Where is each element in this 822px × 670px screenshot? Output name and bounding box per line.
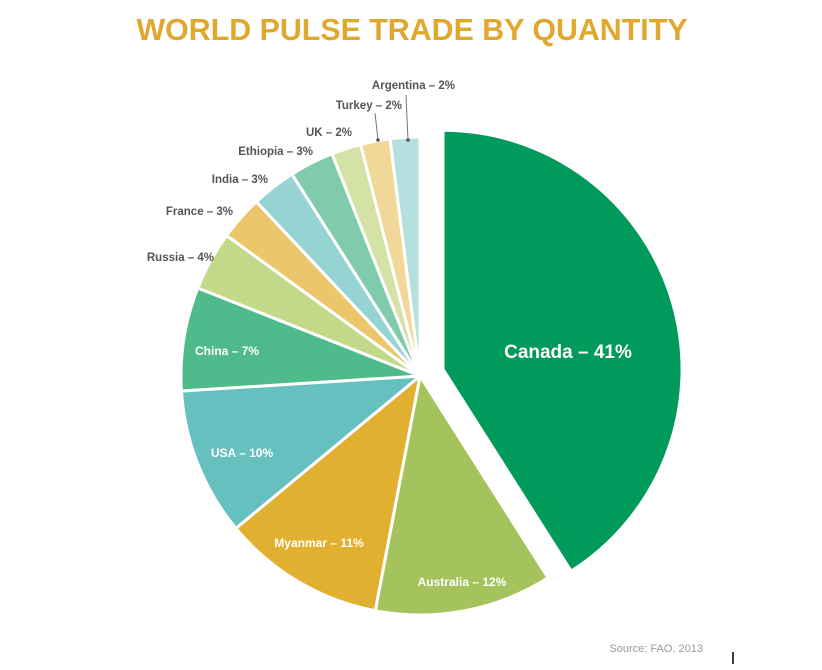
slice-label: Canada – 41%	[504, 342, 632, 363]
pie-slice	[179, 374, 422, 530]
pie-slice	[234, 374, 422, 613]
slice-callout-label: UK – 2%	[306, 127, 352, 139]
slice-callout-label: France – 3%	[166, 206, 233, 218]
slice-label: Myanmar – 11%	[274, 536, 364, 550]
slice-callout-label: India – 3%	[212, 174, 268, 186]
pie-slice	[441, 128, 684, 573]
pie-slice	[373, 374, 550, 617]
slice-label: Australia – 12%	[418, 575, 507, 589]
pie-slice	[179, 286, 422, 393]
leader-line	[374, 112, 379, 141]
slice-callout-label: Russia – 4%	[147, 252, 214, 264]
chart-title: WORLD PULSE TRADE BY QUANTITY	[137, 12, 688, 47]
leader-line	[405, 94, 409, 141]
slice-callout-label: Argentina – 2%	[372, 80, 455, 92]
pie-slice	[388, 135, 422, 378]
slice-label: China – 7%	[195, 344, 259, 358]
slice-callout-label: Ethiopia – 3%	[238, 146, 313, 158]
leader-dot	[406, 138, 410, 142]
slice-label: USA – 10%	[211, 446, 274, 460]
leader-dot	[376, 138, 380, 142]
slice-callout-label: Turkey – 2%	[336, 100, 402, 112]
source-note: Source: FAO, 2013	[609, 643, 703, 655]
